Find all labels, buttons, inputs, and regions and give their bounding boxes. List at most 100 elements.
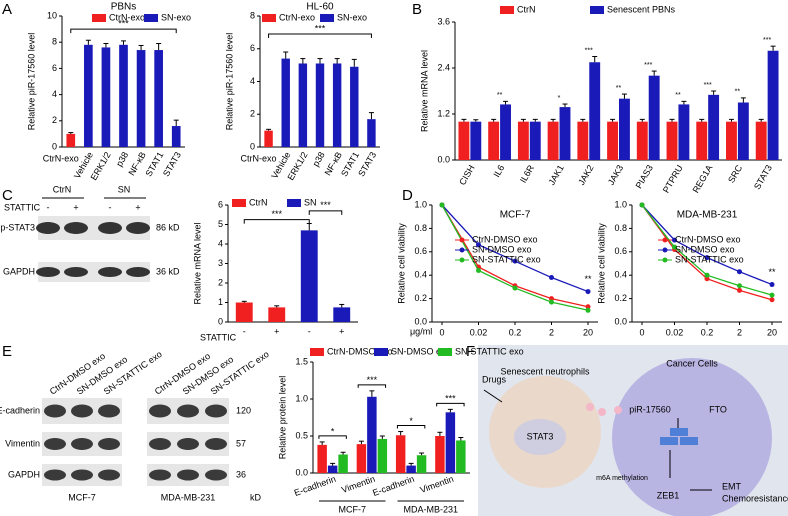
bar	[367, 396, 377, 473]
point	[476, 242, 481, 248]
point	[439, 202, 445, 208]
bar	[708, 94, 720, 160]
group-label: CtrN	[53, 184, 72, 194]
chart-title: HL-60	[306, 2, 334, 13]
point	[585, 307, 591, 313]
significance: ***	[118, 18, 129, 28]
blot-band	[44, 469, 66, 481]
point	[549, 299, 554, 305]
sig-bracket	[357, 384, 387, 388]
bar	[619, 98, 630, 160]
diagram-label: Senescent neutrophils	[500, 366, 590, 376]
panel-letter: F	[466, 343, 475, 360]
bar	[264, 130, 273, 147]
x-tick-label: CISH	[457, 163, 476, 187]
bar	[300, 230, 318, 322]
point	[476, 268, 481, 274]
bar	[517, 121, 529, 160]
y-tick-label: 1	[218, 297, 223, 307]
size-label: 120	[236, 405, 251, 415]
blot-band	[36, 222, 60, 234]
bar	[395, 435, 406, 473]
x-tick-label: JAK3	[606, 163, 625, 187]
x-tick-label: 2	[737, 327, 742, 337]
blot-band	[205, 438, 227, 450]
bar	[559, 107, 571, 160]
sig-bracket	[268, 33, 372, 39]
x-tick-label: IL6R	[518, 163, 536, 185]
bar	[235, 302, 253, 322]
cell-line-label: MCF-7	[68, 492, 96, 502]
chart-title: MCF-7	[500, 210, 531, 221]
y-tick-label: 0	[218, 316, 223, 326]
legend-swatch	[590, 6, 604, 14]
bar	[547, 121, 559, 160]
y-tick-label: 1.2	[437, 108, 450, 118]
point	[769, 292, 775, 298]
significance: *	[331, 426, 335, 436]
bar	[767, 50, 779, 160]
fto-box	[670, 428, 688, 436]
bar	[367, 119, 376, 147]
bar	[726, 121, 737, 160]
blot-band	[205, 469, 227, 481]
diagram-label: Chemoresistance	[722, 493, 788, 503]
point	[769, 282, 775, 288]
cell-line-label: MDA-MB-231	[161, 492, 216, 502]
condition-label: +	[135, 202, 140, 212]
y-tick-label: 1.0	[414, 199, 427, 209]
x-tick-label: JAK1	[546, 163, 565, 187]
blot-band	[177, 438, 199, 450]
sig-bracket	[396, 425, 426, 429]
legend-label: CtrN-exo	[279, 12, 315, 22]
sig-bracket	[308, 210, 343, 215]
legend-swatch	[310, 348, 324, 356]
legend-swatch	[287, 199, 301, 207]
blot-band	[126, 222, 150, 234]
bar	[327, 465, 338, 473]
legend-label: CtrN	[249, 197, 268, 207]
bar	[435, 436, 445, 473]
x-tick-label: 0	[439, 327, 444, 337]
point	[512, 258, 518, 264]
legend-marker	[662, 257, 668, 263]
legend-swatch	[500, 6, 514, 14]
legend-marker	[459, 257, 465, 263]
y-tick-label: 0.2	[614, 293, 627, 303]
y-tick-label: 8	[52, 37, 57, 47]
point	[704, 276, 710, 282]
significance: ***	[763, 37, 771, 44]
panel-letter: D	[402, 187, 413, 204]
group-label: MDA-MB-231	[403, 504, 458, 514]
bar	[666, 121, 678, 160]
condition-label: -	[47, 202, 50, 212]
y-tick-label: 0.4	[414, 270, 427, 280]
y-tick-label: 1.0	[295, 393, 308, 403]
diagram-label: FTO	[709, 404, 727, 414]
point	[704, 255, 710, 261]
y-tick-label: 1.5	[295, 356, 308, 366]
bar	[338, 454, 348, 473]
point	[549, 296, 554, 302]
legend-label: SN-exo	[337, 12, 367, 22]
blot-band	[64, 267, 88, 277]
legend-label: CtrN-exo	[109, 12, 145, 22]
bar	[136, 50, 146, 148]
treatment-label: STATTIC	[4, 202, 41, 212]
blot-band	[126, 267, 150, 277]
point	[639, 202, 645, 208]
y-tick-label: 4	[250, 76, 255, 86]
legend-swatch	[438, 348, 452, 356]
y-axis-label: Relative mRNA level	[419, 50, 429, 132]
blot-band	[98, 469, 120, 481]
condition-label: -	[109, 202, 112, 212]
x-tick-label: Vimentin	[340, 474, 376, 495]
exosome	[598, 408, 606, 416]
point	[737, 283, 742, 289]
group-label: MCF-7	[339, 504, 367, 514]
significance: ***	[315, 23, 326, 33]
diagram-label: Drugs	[482, 374, 507, 384]
legend-label: SN-STATTIC exo	[472, 254, 541, 264]
bar	[737, 102, 749, 160]
sig-bracket	[243, 219, 310, 224]
